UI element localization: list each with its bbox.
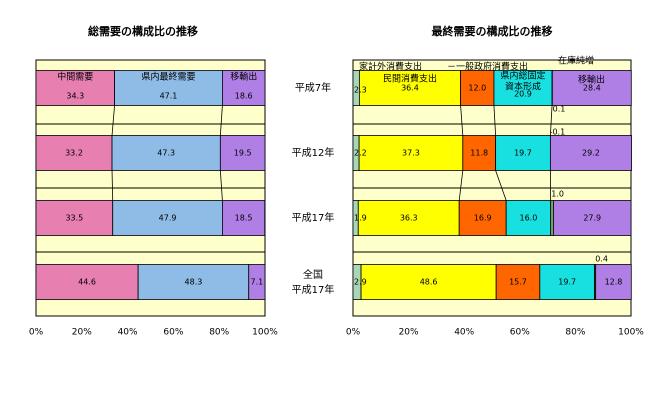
chart-2-x-tick-label: 0% (346, 328, 361, 338)
data-label: 37.3 (402, 149, 420, 158)
data-label: 16.0 (520, 214, 538, 223)
data-label: 47.1 (160, 92, 178, 101)
chart-2-x-tick-label: 80% (565, 328, 585, 338)
data-label: 18.5 (235, 214, 253, 223)
series-legend-label: 在庫純増 (558, 55, 594, 67)
data-label: 1.9 (354, 214, 367, 223)
category-label: 平成17年 (292, 211, 335, 224)
series-legend-label: 移輸出 (230, 71, 257, 83)
data-label: 7.1 (251, 278, 264, 287)
category-label: 平成7年 (295, 81, 331, 94)
data-label: 18.6 (235, 92, 253, 101)
data-label: 36.3 (400, 214, 418, 223)
chart-1-x-tick-label: 60% (163, 328, 183, 338)
chart-2-x-tick-label: 20% (399, 328, 419, 338)
series-legend-label: 県内最終需要 (141, 71, 195, 83)
chart-1-x-tick-label: 80% (209, 328, 229, 338)
chart-2-x-tick-label: 40% (454, 328, 474, 338)
chart-2-x-tick-label: 100% (618, 328, 644, 338)
data-label: 29.2 (582, 149, 600, 158)
series-legend-label: 中間需要 (57, 71, 93, 83)
chart-2-title: 最終需要の構成比の推移 (432, 24, 553, 38)
data-label: 0.1 (553, 105, 566, 114)
data-label: 19.5 (234, 149, 252, 158)
data-label: 33.2 (65, 149, 83, 158)
series-legend-label: 県内総固定 (500, 70, 545, 82)
data-label: 27.9 (583, 214, 601, 223)
data-label: 19.7 (514, 149, 532, 158)
chart-1-x-tick-label: 40% (118, 328, 138, 338)
data-label: 15.7 (509, 278, 527, 287)
data-label: 47.3 (157, 149, 175, 158)
data-label: 12.0 (468, 84, 486, 93)
chart-1-x-tick-label: 0% (29, 328, 44, 338)
chart-1-title: 総需要の構成比の推移 (88, 24, 198, 38)
chart-1-x-tick-label: 20% (72, 328, 92, 338)
bar-segment (551, 201, 554, 236)
data-label: 1.0 (551, 190, 564, 199)
data-label: 44.6 (78, 278, 96, 287)
data-label: 11.8 (470, 149, 488, 158)
data-label: 34.3 (66, 92, 84, 101)
data-label: 2.2 (354, 149, 367, 158)
chart-2-x-tick-label: 60% (510, 328, 530, 338)
category-label: 平成12年 (292, 146, 335, 159)
data-label: 48.6 (420, 278, 438, 287)
data-label: 2.9 (354, 278, 367, 287)
data-label: 36.4 (401, 84, 419, 93)
series-legend-label: 家計外消費支出 (359, 61, 422, 73)
data-label: 33.5 (65, 214, 83, 223)
series-legend-label: 資本形成 (505, 81, 541, 93)
category-label: 全国 (303, 268, 323, 281)
data-label: -0.1 (550, 128, 566, 137)
data-label: 16.9 (474, 214, 492, 223)
chart-1-x-tick-label: 100% (252, 328, 278, 338)
data-label: 2.3 (354, 86, 367, 95)
series-legend-label: 民間消費支出 (383, 73, 437, 85)
data-label: 47.9 (159, 214, 177, 223)
data-label: 19.7 (558, 278, 576, 287)
data-label: 48.3 (185, 278, 203, 287)
data-label: 12.8 (605, 278, 623, 287)
series-legend-label: 移輸出 (578, 74, 605, 86)
data-label: 0.4 (595, 255, 608, 264)
category-label: 平成17年 (292, 283, 335, 296)
